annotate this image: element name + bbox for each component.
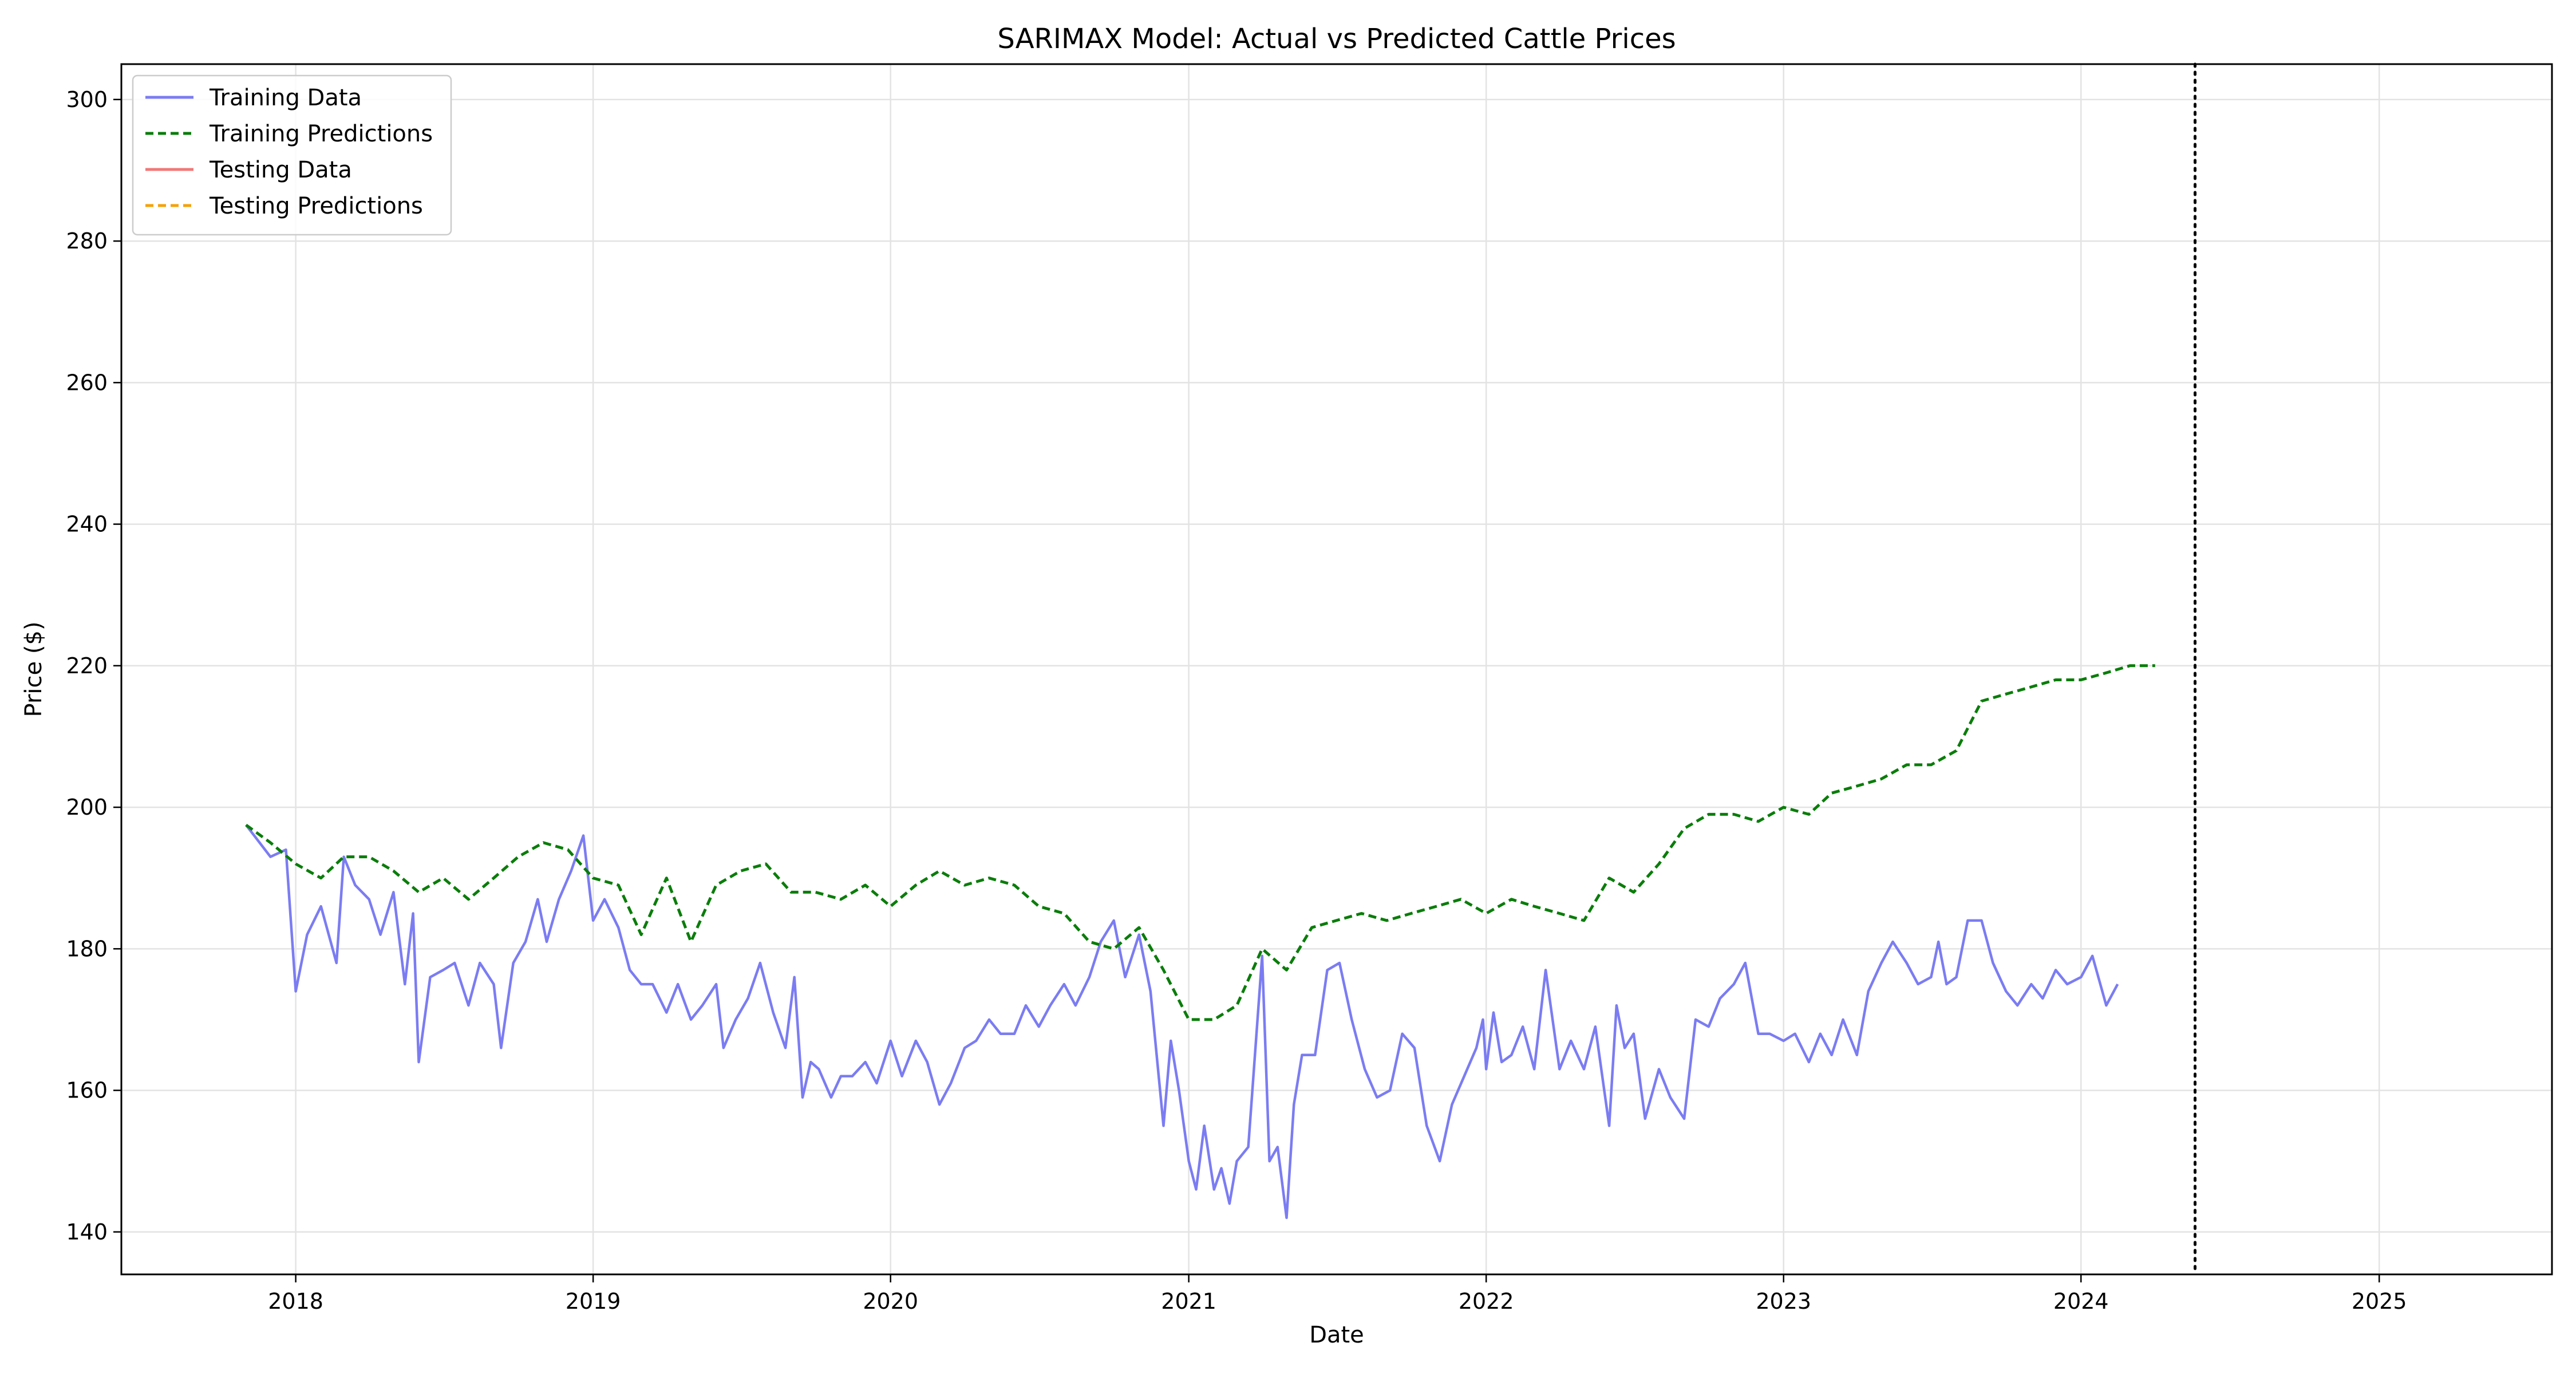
legend-box [132, 74, 452, 236]
y-axis-label: Price ($) [21, 622, 47, 717]
y-tick-label: 240 [66, 512, 108, 537]
legend: Training Data Training Predictions Testing… [132, 74, 452, 236]
series-line-1 [245, 664, 2155, 1021]
legend-label-3: Testing Predictions [209, 193, 423, 219]
x-tick-label: 2025 [2352, 1289, 2407, 1314]
y-tick-label: 200 [66, 795, 108, 820]
plot-frame [120, 63, 2553, 1276]
grid [121, 64, 2552, 1274]
y-tick-label: 160 [66, 1078, 108, 1103]
legend-label-0: Training Data [209, 85, 362, 111]
x-tick-label: 2024 [2053, 1289, 2109, 1314]
y-tick-label: 260 [66, 370, 108, 395]
y-tick-label: 300 [66, 87, 108, 112]
series-layer [245, 664, 2155, 1219]
x-tick-label: 2021 [1161, 1289, 1216, 1314]
y-tick-label: 220 [66, 653, 108, 678]
x-axis-label: Date [1309, 1322, 1364, 1348]
legend-label-2: Testing Data [209, 157, 352, 183]
x-tick-label: 2022 [1459, 1289, 1514, 1314]
y-tick-label: 140 [66, 1219, 108, 1245]
series-line-0 [245, 824, 2119, 1219]
axes: 140 160 180 200 220 240 260 280 300 2018 2019 2020 2… [66, 87, 2407, 1314]
x-tick-label: 2020 [863, 1289, 918, 1314]
chart-title: SARIMAX Model: Actual vs Predicted Cattl… [997, 23, 1676, 55]
x-tick-label: 2018 [268, 1289, 323, 1314]
y-tick-label: 280 [66, 228, 108, 254]
x-tick-label: 2019 [566, 1289, 621, 1314]
y-tick-label: 180 [66, 936, 108, 961]
x-tick-label: 2023 [1756, 1289, 1811, 1314]
legend-label-1: Training Predictions [209, 121, 433, 147]
